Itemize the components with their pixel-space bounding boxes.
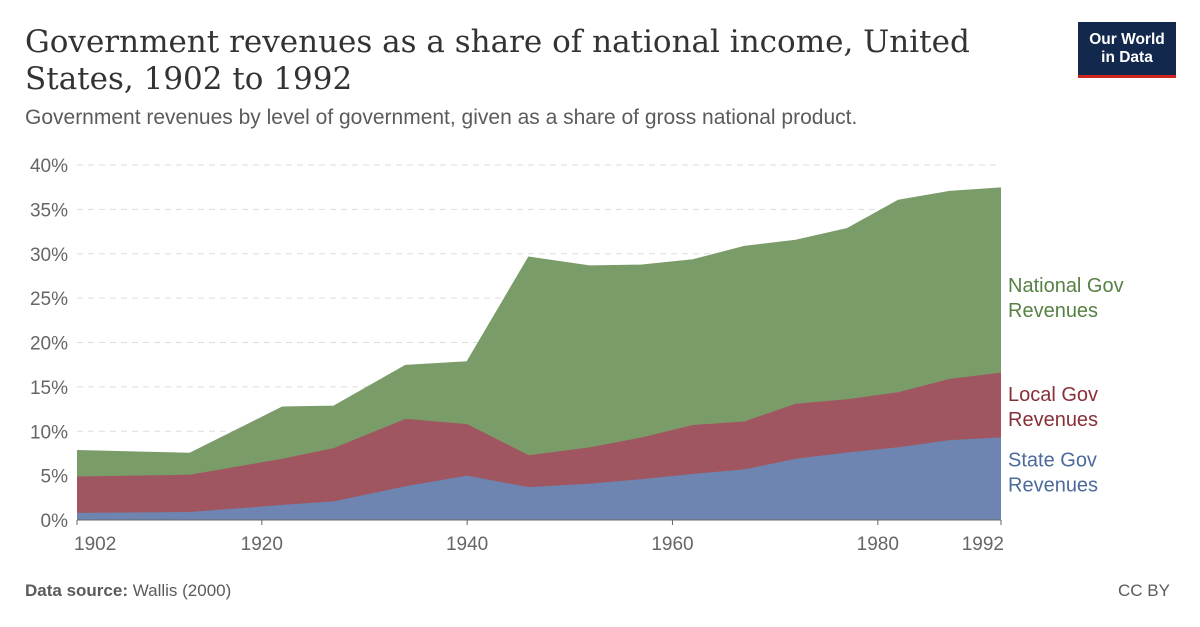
y-tick-label: 10%	[30, 422, 68, 443]
license[interactable]: CC BY	[1118, 581, 1170, 600]
series-labels: State Gov Revenues Local Gov Revenues Nation…	[1008, 275, 1124, 497]
axes: 0% 5% 10% 15% 20% 25% 30% 35% 40% 1902 1920 1940 196…	[30, 156, 1004, 555]
y-tick-label: 25%	[30, 289, 68, 310]
state-series-label: State Gov Revenues	[1008, 450, 1098, 497]
x-tick-label: 1920	[241, 534, 283, 555]
x-tick-label: 1940	[446, 534, 488, 555]
x-tick-label: 1902	[74, 534, 116, 555]
data-source: Data source: Wallis (2000)	[25, 581, 231, 601]
chart-title: Government revenues as a share of nation…	[25, 24, 970, 97]
logo-line-2: in Data	[1101, 49, 1153, 66]
national-revenue-line	[76, 187, 1002, 455]
y-tick-label: 20%	[30, 334, 68, 355]
y-tick-label: 40%	[30, 156, 68, 177]
data-source-value[interactable]: Wallis (2000)	[132, 581, 232, 600]
data-source-label: Data source:	[25, 581, 128, 600]
y-tick-label: 0%	[41, 511, 69, 532]
y-tick-label: 30%	[30, 245, 68, 266]
local-revenue-area[interactable]	[77, 372, 1001, 513]
national-revenue-area[interactable]	[77, 188, 1001, 477]
y-tick-label: 5%	[41, 467, 69, 488]
x-tick-label: 1960	[651, 534, 693, 555]
national-series-label: National Gov Revenues	[1008, 275, 1124, 322]
owid-logo[interactable]: Our World in Data	[1078, 22, 1176, 78]
local-series-label: Local Gov Revenues	[1008, 384, 1098, 431]
logo-line-1: Our World	[1089, 31, 1165, 48]
state-revenue-area[interactable]	[77, 437, 1001, 520]
x-tick-label: 1980	[857, 534, 899, 555]
y-tick-label: 35%	[30, 200, 68, 221]
area-series[interactable]	[76, 187, 1002, 520]
chart-subtitle: Government revenues by level of governme…	[25, 106, 858, 129]
y-tick-label: 15%	[30, 378, 68, 399]
x-tick-label: 1992	[962, 534, 1004, 555]
